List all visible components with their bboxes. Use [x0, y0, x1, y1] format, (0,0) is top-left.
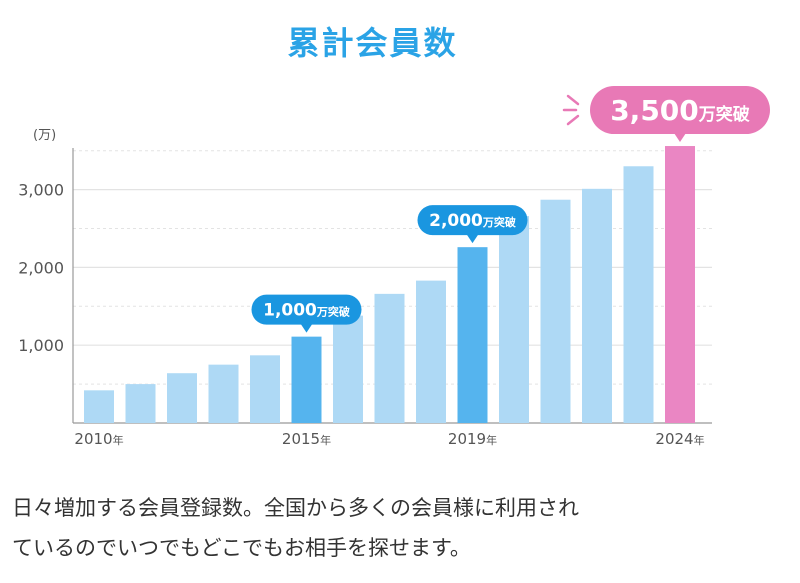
bar-2017 — [374, 293, 405, 423]
sparkle-stroke — [566, 94, 580, 106]
bar-2020 — [499, 216, 529, 423]
member-count-bar-chart: (万) 1,000 2,000 3,000 2010年 2015年 2019年 2024年 1,… — [18, 86, 770, 448]
y-tick-label: 1,000 — [18, 336, 64, 355]
bar-2016 — [333, 315, 363, 423]
description-line-2: ているのでいつでもどこでもお相手を探せます。 — [12, 536, 471, 560]
callout-bubble — [251, 294, 362, 325]
bar-2021 — [540, 199, 571, 423]
callout-bubble — [417, 205, 528, 236]
y-tick-label: 3,000 — [18, 181, 64, 200]
callout-label: 1,000万突破 — [263, 301, 350, 321]
x-tick-label: 2019年 — [448, 430, 497, 448]
bar-2024 — [665, 146, 695, 424]
callout-pointer — [466, 234, 479, 244]
y-unit-label: (万) — [33, 128, 56, 143]
callout-label: 2,000万突破 — [429, 211, 516, 231]
bar-2014 — [250, 355, 280, 423]
description-text: 日々増加する会員登録数。全国から多くの会員様に利用され ているのでいつでもどこで… — [12, 488, 772, 568]
bar-2011 — [125, 384, 156, 423]
callout-pointer — [300, 323, 313, 333]
bar-2022 — [582, 188, 612, 423]
callout-bubble — [590, 86, 770, 135]
bar-2013 — [208, 364, 239, 423]
x-tick-label: 2010年 — [74, 430, 123, 448]
y-tick-label: 2,000 — [18, 258, 64, 277]
sparkle-stroke — [566, 114, 580, 126]
description-line-1: 日々増加する会員登録数。全国から多くの会員様に利用され — [12, 496, 579, 520]
bar-2010 — [84, 390, 114, 423]
x-tick-label: 2024年 — [655, 430, 704, 448]
callout-label: 3,500万突破 — [610, 94, 750, 127]
bar-2019 — [457, 247, 488, 423]
bar-2012 — [167, 373, 197, 423]
bar-2023 — [623, 166, 654, 423]
bar-2015 — [291, 336, 322, 423]
x-tick-label: 2015年 — [282, 430, 331, 448]
chart-title: 累計会員数 — [287, 24, 458, 62]
callout-pointer — [674, 133, 686, 143]
bar-2018 — [416, 280, 446, 423]
